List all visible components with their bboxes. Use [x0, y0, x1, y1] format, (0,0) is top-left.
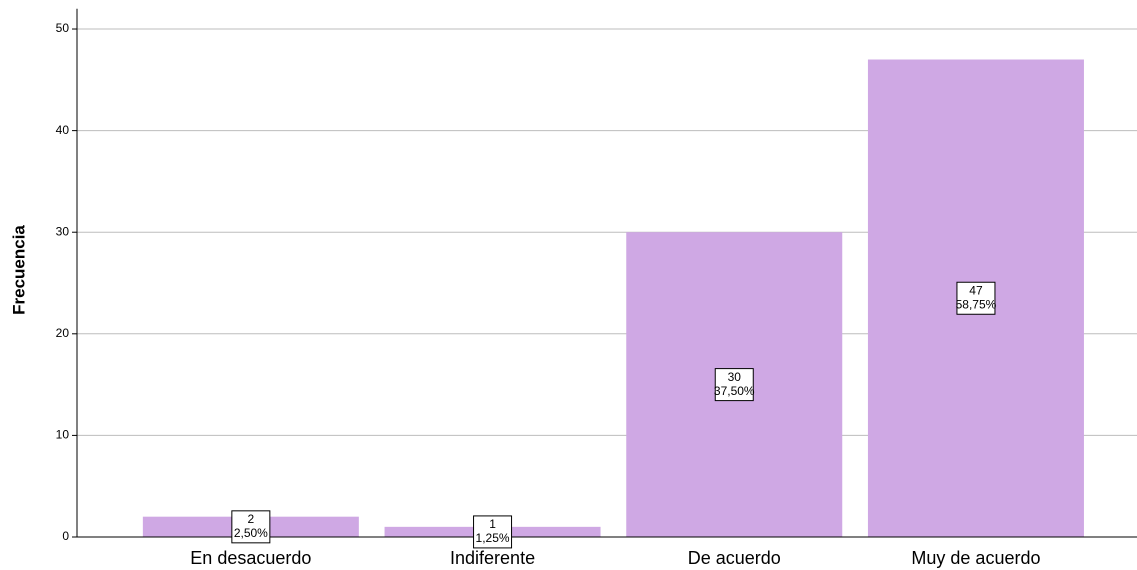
data-label-box: [473, 515, 513, 549]
data-label-percent: 58,75%: [956, 297, 997, 311]
y-axis-label: Frecuencia: [9, 225, 28, 315]
y-tick-label: 0: [62, 529, 69, 543]
y-tick-label: 10: [56, 428, 70, 442]
x-tick-label: Indiferente: [450, 548, 535, 568]
y-tick-label: 50: [56, 21, 70, 35]
data-label-percent: 1,25%: [476, 531, 510, 545]
data-label-box: [231, 510, 271, 544]
data-label: 1: [489, 517, 496, 531]
data-label: 47: [969, 283, 983, 297]
x-tick-label: De acuerdo: [688, 548, 781, 568]
data-label-box: [956, 281, 996, 315]
data-label-percent: 37,50%: [714, 384, 755, 398]
data-label: 2: [248, 512, 255, 526]
y-tick-label: 40: [56, 123, 70, 137]
data-label-percent: 2,50%: [234, 526, 268, 540]
y-tick-label: 30: [56, 224, 70, 238]
y-tick-label: 20: [56, 326, 70, 340]
data-label: 30: [728, 370, 742, 384]
x-tick-label: Muy de acuerdo: [911, 548, 1040, 568]
x-tick-label: En desacuerdo: [190, 548, 311, 568]
data-label-box: [714, 368, 754, 402]
